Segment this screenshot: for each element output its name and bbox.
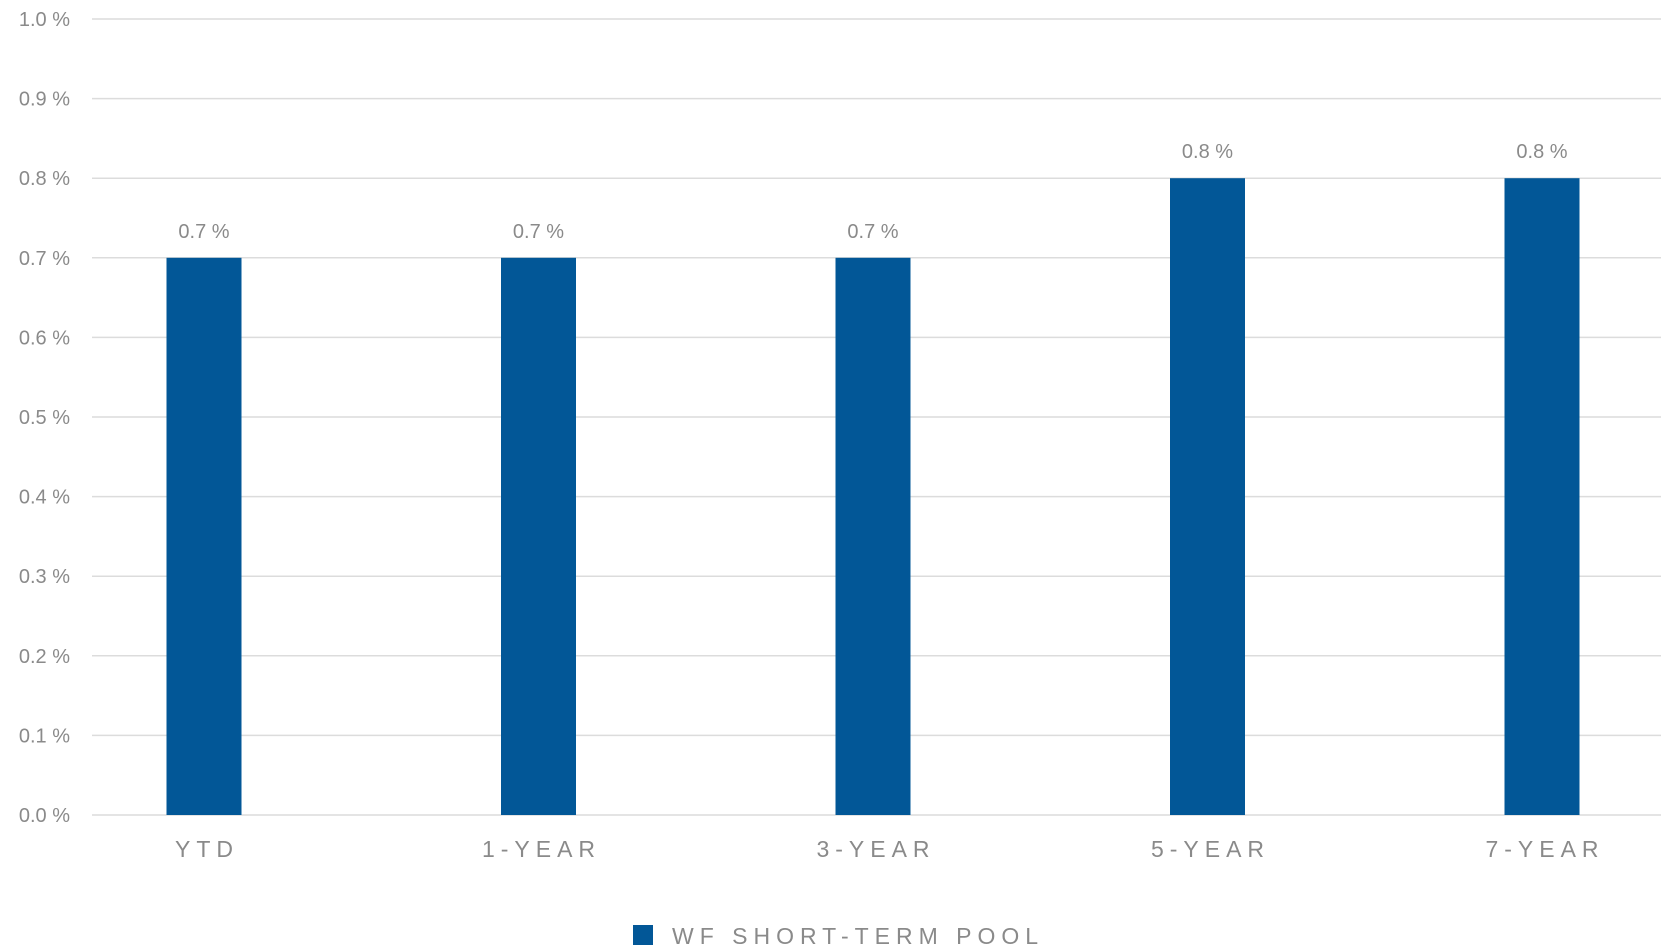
bar bbox=[501, 257, 576, 815]
bar bbox=[1170, 178, 1245, 815]
y-axis: 0.0 % 0.1 % 0.2 % 0.3 % 0.4 % 0.5 % 0.6 % 0.7 %… bbox=[19, 9, 70, 827]
x-tick-label: YTD bbox=[175, 836, 239, 862]
y-tick-label: 0.4 % bbox=[19, 487, 70, 509]
x-axis: YTD 1-YEAR 3-YEAR 5-YEAR 7-YEAR bbox=[175, 836, 1604, 862]
bar bbox=[166, 257, 242, 815]
y-tick-label: 0.3 % bbox=[19, 566, 70, 588]
y-tick-label: 0.0 % bbox=[19, 805, 70, 827]
y-tick-label: 0.1 % bbox=[19, 725, 70, 747]
x-tick-label: 1-YEAR bbox=[482, 836, 601, 862]
data-label: 0.8 % bbox=[1516, 141, 1567, 163]
y-tick-label: 0.5 % bbox=[19, 407, 70, 429]
y-tick-label: 0.8 % bbox=[19, 168, 70, 190]
legend: WF SHORT-TERM POOL bbox=[633, 923, 1044, 949]
x-tick-label: 7-YEAR bbox=[1485, 836, 1604, 862]
legend-label: WF SHORT-TERM POOL bbox=[672, 923, 1044, 949]
y-tick-label: 0.6 % bbox=[19, 327, 70, 349]
data-label: 0.8 % bbox=[1182, 141, 1233, 163]
bars bbox=[166, 178, 1580, 815]
y-tick-label: 1.0 % bbox=[19, 9, 70, 31]
data-label: 0.7 % bbox=[178, 221, 229, 243]
legend-swatch bbox=[633, 925, 653, 945]
x-tick-label: 5-YEAR bbox=[1151, 836, 1270, 862]
y-tick-label: 0.2 % bbox=[19, 646, 70, 668]
data-label: 0.7 % bbox=[847, 221, 898, 243]
y-tick-label: 0.7 % bbox=[19, 248, 70, 270]
bar bbox=[835, 257, 911, 815]
y-tick-label: 0.9 % bbox=[19, 89, 70, 111]
x-tick-label: 3-YEAR bbox=[816, 836, 935, 862]
data-label: 0.7 % bbox=[513, 221, 564, 243]
bar bbox=[1504, 178, 1580, 815]
data-labels: 0.7 % 0.7 % 0.7 % 0.8 % 0.8 % bbox=[178, 141, 1567, 243]
